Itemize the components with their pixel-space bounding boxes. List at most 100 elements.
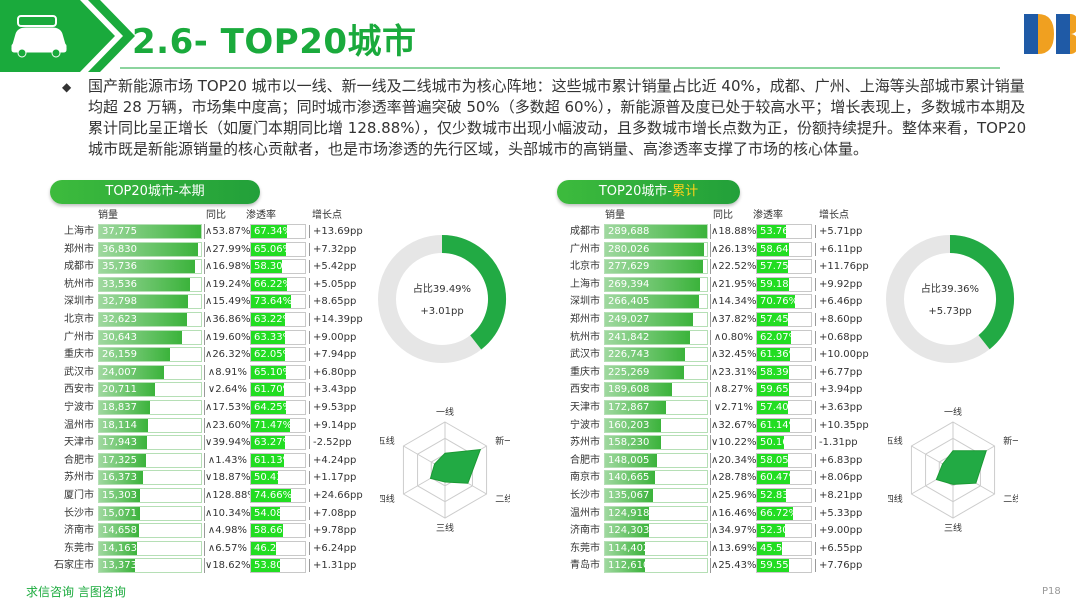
sales-value: 172,867 (608, 402, 650, 413)
table-row: 上海市 37,775 ∧53.87% 67.34% +13.69pp (50, 223, 370, 240)
yoy-value: ∧36.86% (204, 312, 251, 327)
left-donut-share: 占比39.49% (412, 284, 472, 295)
radar-series (429, 449, 482, 484)
penetration-bar-fill (251, 471, 279, 485)
sales-bar-fill (99, 489, 141, 502)
growth-points: +3.43pp (309, 382, 368, 397)
sales-bar-fill (605, 418, 662, 432)
table-row: 武汉市 24,007 ∧8.91% 65.10% +6.80pp (50, 364, 370, 381)
table-row: 郑州市 249,027 ∧37.82% 57.45% +8.60pp (556, 311, 876, 328)
penetration-bar: 58.66% (250, 523, 306, 539)
yoy-value: ∧19.60% (204, 329, 251, 345)
growth-points: +10.00pp (815, 347, 874, 362)
table-row: 东莞市 14,163 ∧6.57% 46.28% +6.24pp (50, 540, 370, 557)
penetration-bar: 63.33% (250, 329, 306, 345)
penetration-value: 60.47% (760, 472, 799, 484)
sales-value: 24,007 (102, 366, 137, 378)
penetration-bar-fill (757, 313, 789, 326)
sales-bar: 26,159 (98, 347, 202, 363)
penetration-value: 53.76% (760, 226, 799, 237)
sales-bar-fill (99, 436, 148, 450)
city-name: 北京市 (570, 261, 600, 273)
penetration-value: 53.80% (254, 560, 293, 572)
sales-bar-fill (99, 453, 146, 467)
penetration-bar-fill (757, 559, 790, 573)
car-icon (11, 15, 67, 58)
penetration-value: 74.66% (254, 490, 293, 501)
city-name: 重庆市 (64, 349, 94, 361)
growth-points: +3.63pp (815, 400, 874, 415)
sales-value: 15,071 (102, 507, 137, 519)
sales-bar: 36,830 (98, 241, 202, 257)
sales-value: 140,665 (608, 472, 650, 484)
page-number: P18 (1042, 586, 1061, 597)
city-name: 天津市 (64, 437, 94, 449)
yoy-value: ∨39.94% (204, 435, 251, 451)
yoy-value: ∨2.64% (204, 382, 247, 398)
penetration-bar-fill (251, 295, 291, 309)
sales-value: 158,230 (608, 437, 650, 449)
city-name: 西安市 (570, 384, 600, 396)
growth-points: +1.31pp (309, 558, 368, 573)
yoy-value: ∧1.43% (204, 452, 247, 468)
sales-bar-fill (99, 559, 136, 573)
penetration-bar: 58.64% (756, 241, 812, 257)
city-name: 南京市 (570, 472, 600, 484)
table-row: 苏州市 16,373 ∨18.87% 50.43% +1.17pp (50, 469, 370, 486)
growth-points: +5.71pp (815, 224, 874, 239)
table-row: 青岛市 112,610 ∧25.43% 59.55% +7.76pp (556, 557, 876, 574)
penetration-bar-fill (251, 559, 281, 573)
penetration-value: 70.76% (760, 296, 799, 308)
yoy-value: ∧18.88% (710, 224, 757, 239)
penetration-bar: 59.55% (756, 558, 812, 574)
growth-points: +6.83pp (815, 453, 874, 468)
table-row: 合肥市 148,005 ∧20.34% 58.05% +6.83pp (556, 452, 876, 469)
sales-bar-fill (605, 506, 649, 520)
table-row: 济南市 124,303 ∧34.97% 52.30% +9.00pp (556, 522, 876, 539)
penetration-bar: 57.40% (756, 400, 812, 415)
sales-bar: 15,303 (98, 488, 202, 503)
yoy-value: ∧20.34% (710, 452, 757, 468)
left-header-pen: 渗透率 (246, 210, 276, 221)
sales-value: 226,743 (608, 349, 650, 361)
penetration-bar: 67.34% (250, 224, 306, 239)
penetration-bar-fill (251, 365, 287, 379)
table-row: 杭州市 33,536 ∧19.24% 66.22% +5.05pp (50, 276, 370, 293)
yoy-value: ∧16.98% (204, 259, 251, 275)
sales-bar: 37,775 (98, 224, 202, 239)
footer-brand: 求信咨询 言图咨询 (26, 585, 126, 599)
left-header-sales: 销量 (98, 210, 118, 221)
sales-bar: 289,688 (604, 224, 708, 239)
city-name: 东莞市 (64, 542, 94, 554)
penetration-bar-fill (251, 225, 288, 238)
sales-value: 15,303 (102, 490, 137, 501)
yoy-value: ∧53.87% (204, 224, 251, 239)
sales-value: 269,394 (608, 278, 650, 290)
table-row: 广州市 280,026 ∧26.13% 58.64% +6.11pp (556, 241, 876, 258)
city-name: 上海市 (570, 278, 600, 290)
penetration-bar-fill (757, 225, 787, 238)
penetration-bar: 45.57% (756, 540, 812, 556)
penetration-bar-fill (757, 383, 790, 397)
sales-value: 241,842 (608, 331, 650, 343)
penetration-bar: 46.28% (250, 540, 306, 556)
sales-bar: 158,230 (604, 435, 708, 451)
sales-bar: 18,114 (98, 417, 202, 433)
sales-value: 37,775 (102, 226, 137, 237)
yoy-value: ∧8.91% (204, 364, 247, 380)
city-name: 宁波市 (570, 419, 600, 431)
sales-bar: 14,163 (98, 540, 202, 556)
penetration-bar-fill (251, 489, 292, 502)
penetration-value: 46.28% (254, 542, 293, 554)
penetration-value: 61.70% (254, 384, 293, 396)
penetration-bar-fill (757, 506, 794, 520)
right-title-highlight: 累计 (672, 184, 699, 199)
growth-points: +6.80pp (309, 365, 368, 380)
right-title-text: TOP20城市- (598, 184, 673, 199)
sales-bar: 280,026 (604, 241, 708, 257)
penetration-bar-fill (757, 453, 789, 467)
penetration-value: 59.65% (760, 384, 799, 396)
sales-bar: 249,027 (604, 312, 708, 327)
penetration-bar-fill (251, 383, 285, 397)
penetration-bar: 65.06% (250, 241, 306, 257)
